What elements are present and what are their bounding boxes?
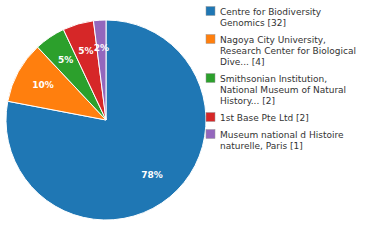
pie-slice bbox=[6, 20, 206, 220]
data-labels: 78%10%5%5%2% bbox=[32, 43, 163, 180]
legend-swatch bbox=[206, 74, 215, 83]
legend-swatch bbox=[206, 35, 215, 44]
pie-slice bbox=[63, 21, 106, 120]
legend-label: Museum national d Histoirenaturelle, Par… bbox=[220, 130, 344, 151]
data-label: 5% bbox=[58, 55, 73, 65]
chart: 78%10%5%5%2%Centre for BiodiversityGenom… bbox=[0, 0, 380, 240]
pie-slice bbox=[93, 20, 106, 120]
legend-swatch bbox=[206, 130, 215, 139]
legend-label: Nagoya City University,Research Center f… bbox=[220, 35, 356, 67]
legend-label: 1st Base Pte Ltd [2] bbox=[220, 113, 309, 123]
legend: Centre for BiodiversityGenomics [32] Nago… bbox=[206, 7, 356, 151]
data-label: 2% bbox=[94, 43, 109, 53]
legend-swatch bbox=[206, 7, 215, 16]
legend-label: Centre for BiodiversityGenomics [32] bbox=[220, 7, 322, 28]
data-label: 10% bbox=[32, 80, 54, 90]
data-label: 5% bbox=[78, 46, 93, 56]
pie bbox=[6, 20, 206, 220]
data-label: 78% bbox=[141, 170, 163, 180]
legend-swatch bbox=[206, 113, 215, 122]
legend-label: Smithsonian Institution,National Museum … bbox=[220, 74, 346, 106]
